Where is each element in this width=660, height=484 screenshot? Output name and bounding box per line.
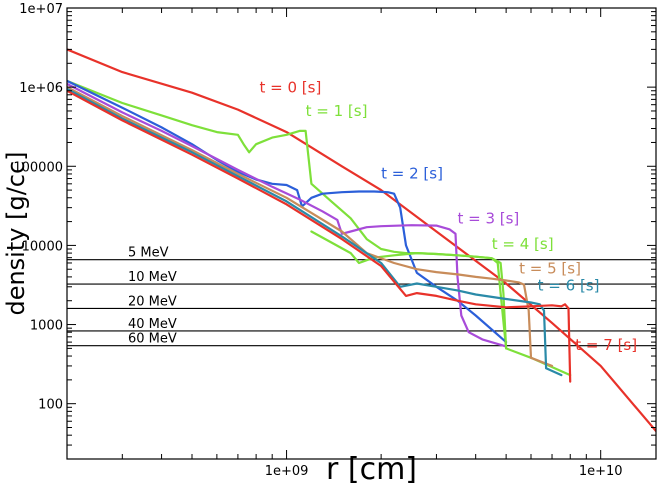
hline-label: 10 MeV [128,270,177,285]
hline-label: 5 MeV [128,246,169,261]
series-label-t1: t = 1 [s] [306,102,368,120]
y-tick-label: 100000 [13,160,63,175]
series-line-t7 [67,89,572,383]
x-tick-label: 1e+10 [579,464,623,479]
y-tick-label: 1e+07 [19,2,63,17]
plot-frame [66,7,657,460]
series-line-t4 [310,230,508,350]
hline-label: 40 MeV [128,317,177,332]
series-label-t3: t = 3 [s] [457,209,519,227]
series-label-t5: t = 5 [s] [519,260,581,278]
series-group [67,48,656,433]
series-label-t2: t = 2 [s] [381,165,443,183]
x-axis-title: r [cm] [326,452,417,484]
hline-label: 60 MeV [128,332,177,347]
y-tick-label: 1e+06 [19,81,63,96]
series-label-t7: t = 7 [s] [575,336,637,354]
x-tick-label: 1e+09 [265,464,309,479]
y-tick-label: 1000 [30,319,63,334]
series-line-t0 [67,48,656,433]
series-label-t0: t = 0 [s] [259,79,321,97]
hline-label: 20 MeV [128,294,177,309]
y-tick-label: 10000 [22,239,63,254]
series-line-t5 [67,85,554,367]
series-line-t3 [67,82,508,348]
series-label-t4: t = 4 [s] [492,235,554,253]
series-label-t6: t = 6 [s] [538,276,600,294]
y-tick-label: 100 [38,398,63,413]
y-axis-title: density [g/cc] [2,151,30,315]
